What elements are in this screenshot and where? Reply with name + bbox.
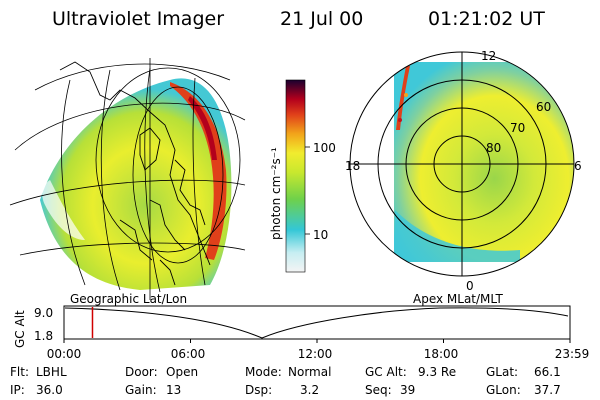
mlt-label-18: 18 [345, 159, 360, 173]
timeline-xtick-2359: 23:59 [555, 347, 590, 361]
globe-grid [9, 58, 246, 300]
info-seq-value: 39 [400, 383, 415, 397]
colorbar-tick-100: 100 [313, 141, 336, 155]
info-flt-value: LBHL [36, 365, 67, 379]
info-mode-value: Normal [288, 365, 331, 379]
info-glat-label: GLat: [486, 365, 518, 379]
mlt-label-0: 0 [466, 279, 474, 293]
date-text: 21 Jul 00 [280, 8, 363, 30]
lat-label-80: 80 [486, 141, 501, 155]
geographic-image [9, 58, 246, 300]
info-mode-label: Mode: [245, 365, 282, 379]
info-glon-value: 37.7 [534, 383, 561, 397]
colorbar: 100 10 photon cm⁻²s⁻¹ [269, 79, 336, 273]
time-text: 01:21:02 UT [428, 8, 545, 30]
timeline: Geographic Lat/Lon Apex MLat/MLT GC Alt … [13, 292, 589, 361]
altitude-curve [64, 307, 569, 339]
timeline-ytick-bottom: 1.8 [34, 329, 53, 343]
info-gcalt-label: GC Alt: [365, 365, 407, 379]
timeline-xtick-0000: 00:00 [47, 347, 82, 361]
info-dsp-value: 3.2 [300, 383, 319, 397]
instrument-title: Ultraviolet Imager [52, 8, 224, 30]
info-seq-label: Seq: [365, 383, 392, 397]
info-door-label: Door: [125, 365, 158, 379]
dayside-glow [170, 82, 227, 260]
timeline-left-title: Geographic Lat/Lon [70, 292, 187, 306]
info-gain-value: 13 [166, 383, 181, 397]
timeline-ylabel: GC Alt [13, 310, 27, 348]
colorbar-unit-label: photon cm⁻²s⁻¹ [269, 147, 283, 240]
info-glon-label: GLon: [486, 383, 521, 397]
coastlines [59, 61, 211, 286]
colorbar-tick-10: 10 [313, 228, 328, 242]
colorbar-gradient [285, 79, 306, 273]
timeline-xtick-1800: 18:00 [424, 347, 459, 361]
auroral-emission-map [40, 78, 232, 290]
lat-label-70: 70 [510, 121, 525, 135]
info-dsp-label: Dsp: [245, 383, 272, 397]
timeline-xtick-1200: 12:00 [298, 347, 333, 361]
timeline-xtick-0600: 06:00 [171, 347, 206, 361]
info-flt-label: Flt: [10, 365, 29, 379]
timeline-ytick-top: 9.0 [34, 306, 53, 320]
info-glat-value: 66.1 [534, 365, 561, 379]
info-ip-value: 36.0 [36, 383, 63, 397]
polar-plot: 12 18 6 0 60 70 80 [345, 49, 582, 293]
info-gain-label: Gain: [125, 383, 157, 397]
info-door-value: Open [166, 365, 198, 379]
info-gcalt-value: 9.3 Re [418, 365, 456, 379]
mlt-label-12: 12 [481, 49, 496, 63]
lat-label-60: 60 [536, 100, 551, 114]
info-block: Flt: LBHL Door: Open Mode: Normal GC Alt… [10, 365, 561, 397]
timeline-right-title: Apex MLat/MLT [413, 292, 503, 306]
polar-grid [349, 51, 575, 277]
info-ip-label: IP: [10, 383, 25, 397]
mlt-label-6: 6 [574, 159, 582, 173]
